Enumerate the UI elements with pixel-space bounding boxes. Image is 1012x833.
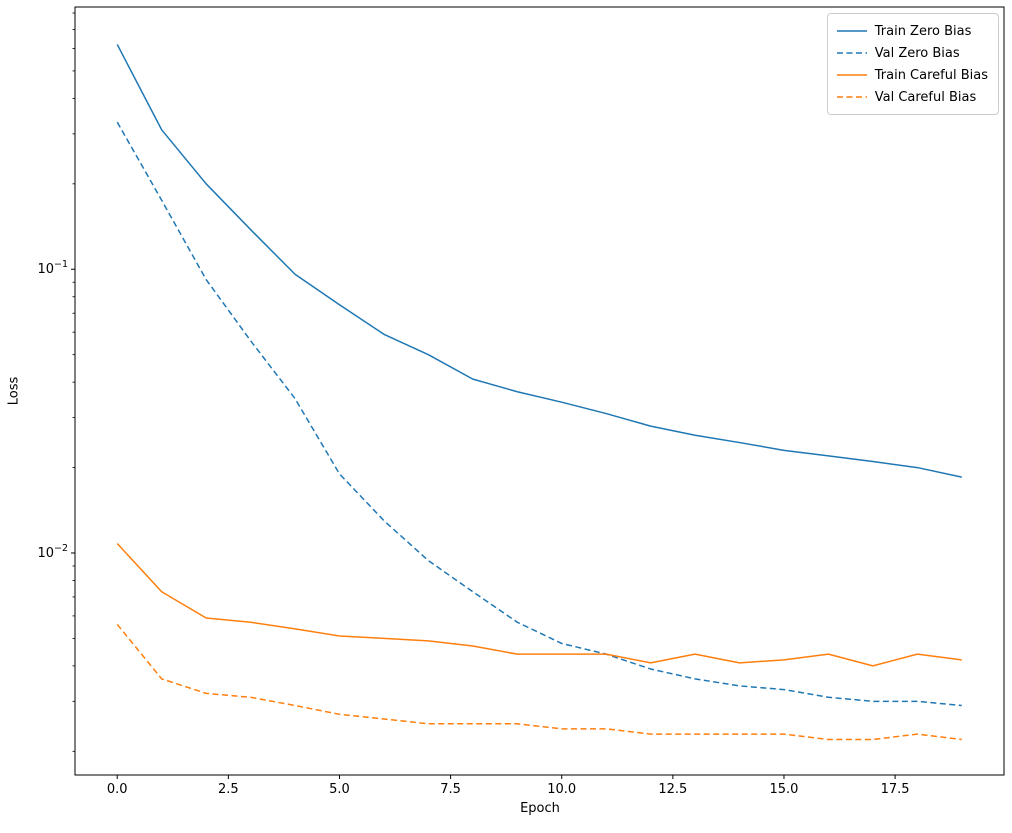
x-tick-label: 10.0 — [547, 782, 576, 797]
series-line-train-careful-bias — [116, 542, 962, 667]
x-tick-label: 12.5 — [658, 782, 687, 797]
legend-line-sample-train-zero-bias — [836, 30, 867, 32]
x-tick-label: 5.0 — [329, 782, 350, 797]
x-axis-label: Epoch — [520, 801, 560, 816]
x-tick-label: 0.0 — [107, 782, 128, 797]
legend-label-train-careful-bias: Train Careful Bias — [874, 67, 988, 83]
legend-label-val-careful-bias: Val Careful Bias — [874, 89, 977, 105]
x-tick-label: 7.5 — [440, 782, 461, 797]
y-tick-label: 10−2 — [37, 543, 68, 561]
x-tick-label: 15.0 — [769, 782, 798, 797]
y-axis-label: Loss — [6, 376, 22, 406]
series-line-val-zero-bias — [116, 121, 962, 707]
x-tick-label: 17.5 — [881, 782, 910, 797]
legend-label-val-zero-bias: Val Zero Bias — [874, 45, 960, 61]
legend-item-train-zero-bias: Train Zero Bias — [836, 20, 988, 42]
legend-line-sample-val-careful-bias — [836, 96, 867, 98]
legend-line-sample-train-careful-bias — [836, 74, 867, 76]
legend-item-val-zero-bias: Val Zero Bias — [836, 42, 988, 64]
legend-label-train-zero-bias: Train Zero Bias — [874, 23, 972, 39]
x-tick-label: 2.5 — [218, 782, 239, 797]
legend-line-sample-val-zero-bias — [836, 52, 867, 54]
legend-item-train-careful-bias: Train Careful Bias — [836, 64, 988, 86]
y-tick-label: 10−1 — [37, 259, 68, 277]
legend-item-val-careful-bias: Val Careful Bias — [836, 86, 988, 108]
plot-border — [74, 6, 1005, 776]
series-line-train-zero-bias — [116, 44, 962, 478]
legend: Train Zero Bias Val Zero Bias Train Carefu… — [826, 13, 999, 115]
series-line-val-careful-bias — [116, 623, 962, 741]
